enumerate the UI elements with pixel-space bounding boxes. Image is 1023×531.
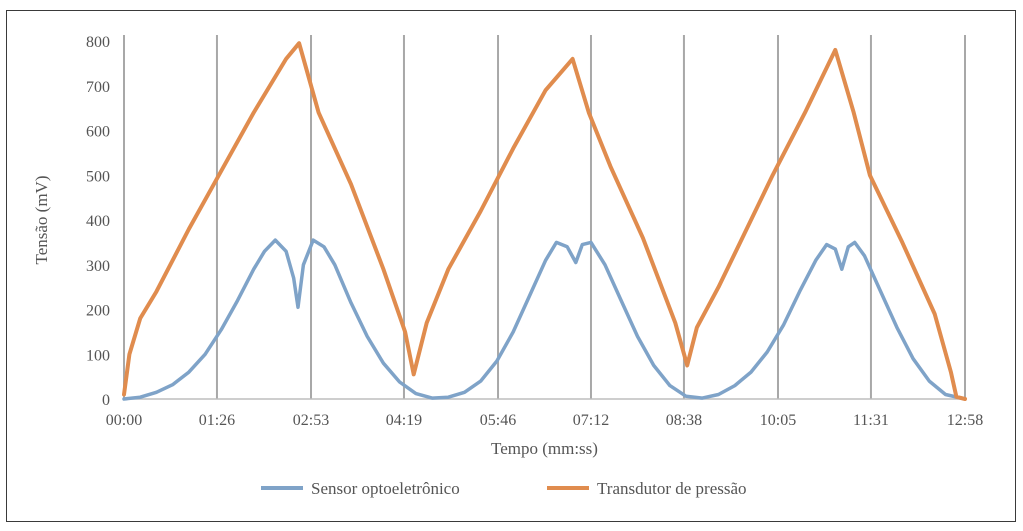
x-tick-label: 12:58 (947, 412, 983, 429)
y-tick-label: 800 (86, 34, 110, 51)
x-tick-label: 00:00 (106, 412, 142, 429)
chart-svg: 00:00 01:26 02:53 04:19 05:46 07:12 08:38 10:05… (32, 34, 983, 498)
x-tick-label: 07:12 (573, 412, 609, 429)
x-tick-label: 01:26 (199, 412, 235, 429)
label-layer: Tempo (mm:ss) Tensão (mV) (32, 176, 598, 458)
y-tick-label: 100 (86, 347, 110, 364)
y-tick-label: 400 (86, 213, 110, 230)
x-tick-label: 10:05 (760, 412, 796, 429)
axis-layer: 00:00 01:26 02:53 04:19 05:46 07:12 08:38 10:05… (86, 34, 983, 429)
y-tick-label: 0 (102, 392, 110, 409)
y-tick-label: 200 (86, 303, 110, 320)
x-axis-title: Tempo (mm:ss) (491, 439, 598, 458)
x-tick-label: 08:38 (666, 412, 702, 429)
series-line-transdutor (122, 41, 967, 401)
y-axis-title: Tensão (mV) (32, 176, 51, 265)
chart-frame: 00:00 01:26 02:53 04:19 05:46 07:12 08:38 10:05… (6, 10, 1016, 522)
x-tick-label: 04:19 (386, 412, 422, 429)
x-tick-label: 05:46 (480, 412, 516, 429)
y-tick-label: 700 (86, 79, 110, 96)
x-tick-label: 02:53 (293, 412, 329, 429)
y-tick-label: 500 (86, 168, 110, 185)
series-line-sensor (122, 238, 967, 401)
legend-label-sensor: Sensor optoeletrônico (311, 479, 460, 498)
grid-layer (123, 35, 966, 399)
legend-label-transdutor: Transdutor de pressão (597, 479, 747, 498)
y-tick-label: 300 (86, 258, 110, 275)
y-tick-label: 600 (86, 124, 110, 141)
series-layer (122, 41, 967, 401)
legend: Sensor optoeletrônico Transdutor de pres… (261, 479, 747, 498)
x-tick-label: 11:31 (853, 412, 889, 429)
